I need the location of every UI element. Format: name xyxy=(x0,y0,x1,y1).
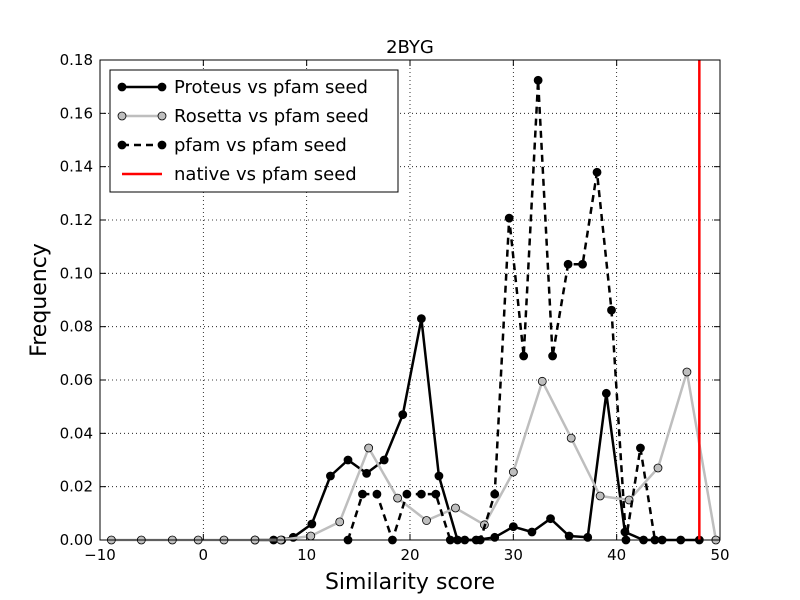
data-point xyxy=(335,517,345,527)
data-point xyxy=(537,376,547,386)
legend-marker xyxy=(157,82,167,92)
data-point xyxy=(490,489,500,499)
data-point xyxy=(307,519,317,529)
data-point xyxy=(416,314,426,324)
data-point xyxy=(416,489,426,499)
data-point xyxy=(490,532,500,542)
data-point xyxy=(398,410,408,420)
legend-marker xyxy=(117,140,127,150)
data-point xyxy=(434,471,444,481)
legend-entry-rosetta-vs-pfam-seed: Rosetta vs pfam seed xyxy=(117,106,369,127)
data-point xyxy=(653,463,663,473)
y-tick-label: 0.18 xyxy=(60,51,93,69)
x-tick-label: 0 xyxy=(199,546,209,564)
legend-entry-pfam-vs-pfam-seed: pfam vs pfam seed xyxy=(117,135,347,156)
data-point xyxy=(504,213,514,223)
x-tick-label: 30 xyxy=(504,546,523,564)
legend-marker xyxy=(117,82,127,92)
data-point xyxy=(393,493,403,503)
data-point xyxy=(343,455,353,465)
x-axis-label: Similarity score xyxy=(325,570,495,595)
chart-title: 2BYG xyxy=(386,37,434,58)
data-point xyxy=(595,491,605,501)
data-point xyxy=(566,433,576,443)
data-point xyxy=(364,443,374,453)
x-tick-label: −10 xyxy=(84,546,116,564)
series-layer xyxy=(106,60,721,545)
data-point xyxy=(422,516,431,525)
data-point xyxy=(548,351,557,361)
data-point xyxy=(546,514,555,524)
data-point xyxy=(592,167,602,177)
legend-marker xyxy=(157,140,167,150)
series-proteus-vs-pfam-seed xyxy=(250,314,704,545)
data-point xyxy=(372,489,382,499)
x-tick-label: 20 xyxy=(400,546,419,564)
y-tick-label: 0.04 xyxy=(60,424,93,442)
data-point xyxy=(508,522,518,532)
series-line xyxy=(346,79,657,542)
data-point xyxy=(326,471,335,481)
data-point xyxy=(362,468,372,478)
data-point xyxy=(451,503,460,513)
y-tick-label: 0.14 xyxy=(60,158,93,176)
y-tick-label: 0.02 xyxy=(60,478,93,496)
data-point xyxy=(402,489,412,499)
legend-label: Rosetta vs pfam seed xyxy=(174,106,369,127)
data-point xyxy=(636,443,645,453)
legend-label: native vs pfam seed xyxy=(174,164,357,185)
legend-marker xyxy=(157,111,167,121)
data-point xyxy=(533,75,543,85)
legend-box xyxy=(109,69,399,193)
legend-entry-native-vs-pfam-seed: native vs pfam seed xyxy=(122,164,357,185)
legend-label: Proteus vs pfam seed xyxy=(174,77,368,98)
data-point xyxy=(607,305,616,315)
x-tick-label: 10 xyxy=(297,546,316,564)
x-tick-label: 50 xyxy=(710,546,729,564)
series-line xyxy=(255,317,700,542)
data-point xyxy=(564,531,574,541)
legend-entry-proteus-vs-pfam-seed: Proteus vs pfam seed xyxy=(117,77,368,98)
legend-marker xyxy=(117,111,127,121)
data-point xyxy=(508,467,518,477)
y-axis-label: Frequency xyxy=(27,243,52,357)
data-point xyxy=(578,259,587,269)
y-tick-label: 0.10 xyxy=(60,264,93,282)
data-point xyxy=(601,388,611,398)
y-tick-label: 0.12 xyxy=(60,211,93,229)
data-point xyxy=(379,455,389,465)
data-point xyxy=(527,527,537,537)
data-point xyxy=(431,489,441,499)
y-tick-label: 0.00 xyxy=(60,531,93,549)
x-tick-label: 40 xyxy=(607,546,626,564)
data-point xyxy=(583,532,593,542)
data-point xyxy=(563,259,573,269)
axis-ticks: −10 0 10 20 30 40 50 0.00 0.02 0.04 0.06 0.08 0.10 0.… xyxy=(60,51,730,564)
data-point xyxy=(682,367,692,377)
data-point xyxy=(358,489,367,499)
y-tick-label: 0.08 xyxy=(60,318,93,336)
legend-label: pfam vs pfam seed xyxy=(174,135,347,156)
data-point xyxy=(306,531,316,541)
data-point xyxy=(519,351,529,361)
legend: Proteus vs pfam seed Rosetta vs pfam seed… xyxy=(109,69,399,193)
y-tick-label: 0.16 xyxy=(60,104,93,122)
series-rosetta-vs-pfam-seed xyxy=(106,367,721,545)
y-tick-label: 0.06 xyxy=(60,371,93,389)
